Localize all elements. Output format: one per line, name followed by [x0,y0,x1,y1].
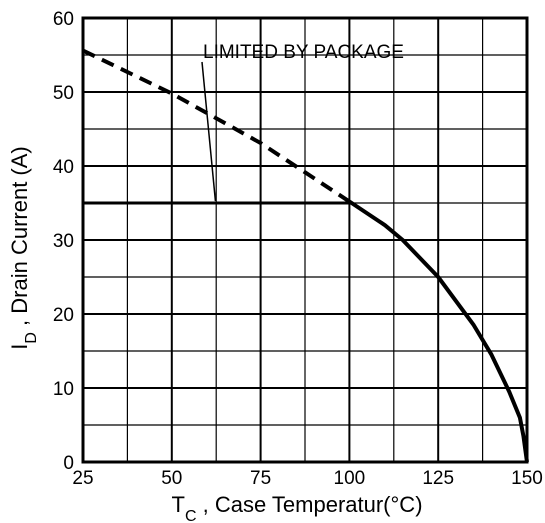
annotation: LIMITED BY PACKAGE [201,42,404,202]
y-tick-labels: 0 10 20 30 40 50 60 [53,9,74,474]
y-axis-title-rest: , Drain Current (A) [7,146,32,332]
x-tick-label: 125 [422,468,454,489]
plot-frame [81,16,529,464]
annotation-leader-line [201,61,217,202]
y-tick-label: 20 [53,305,74,326]
y-axis-title-sub: D [23,332,40,344]
series-line-dashed [82,48,351,204]
x-tick-label: 75 [250,468,271,489]
annotation-text: LIMITED BY PACKAGE [203,42,404,63]
y-axis-title: ID , Drain Current (A) [7,146,40,350]
x-axis-title: TC , Case Temperatur(°C) [171,492,422,523]
x-axis-title-rest: , Case Temperatur(°C) [197,492,423,517]
y-tick-label: 40 [53,157,74,178]
y-tick-label: 50 [53,83,74,104]
y-tick-label: 30 [53,231,74,252]
x-tick-label: 100 [334,468,366,489]
x-axis-title-sub: C [185,508,197,523]
x-tick-labels: 25 50 75 100 125 150 [72,468,542,489]
series-lines [82,48,529,463]
x-tick-label: 25 [72,468,93,489]
y-axis-title-main: I [7,344,32,350]
x-axis-title-main: T [171,492,184,517]
y-tick-label: 60 [53,9,74,30]
x-tick-label: 50 [161,468,182,489]
x-tick-label: 150 [511,468,543,489]
y-tick-label: 0 [63,453,74,474]
y-tick-label: 10 [53,379,74,400]
series-line-solid [348,199,529,463]
